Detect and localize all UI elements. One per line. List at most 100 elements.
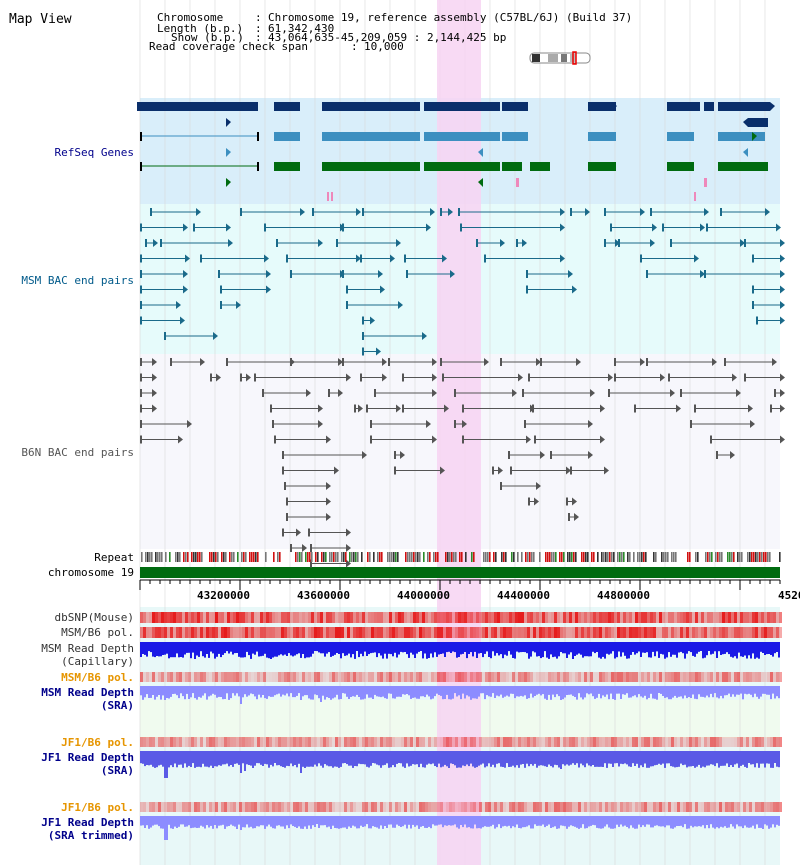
b6n-bac-end — [254, 373, 256, 382]
depth-bar — [706, 751, 708, 766]
heat-cell — [344, 627, 347, 638]
depth-bar — [314, 686, 316, 695]
depth-bar — [164, 642, 166, 655]
refseq-gene-features[interactable] — [137, 102, 775, 201]
heat-cell — [653, 627, 656, 638]
depth-bar — [328, 642, 330, 653]
heat-cell — [434, 737, 437, 747]
repeat-element — [233, 552, 235, 562]
heat-cell — [242, 672, 245, 682]
b6n-bac-label[interactable]: B6N BAC end pairs — [21, 446, 134, 459]
repeat-element — [559, 552, 561, 562]
dbsnp-label[interactable]: dbSNP(Mouse) — [55, 611, 134, 624]
msm-bac-end — [650, 208, 652, 216]
highlight-region[interactable] — [437, 0, 481, 865]
depth-bar — [376, 816, 378, 828]
depth-bar — [260, 751, 262, 765]
heat-cell — [158, 737, 161, 747]
repeat-element — [571, 552, 573, 562]
repeat-element — [633, 552, 635, 562]
heat-cell — [407, 627, 410, 638]
depth-bar — [254, 751, 256, 766]
heat-cell — [350, 672, 353, 682]
depth-bar — [608, 816, 610, 828]
msm-b6-pol2-label[interactable]: MSM/B6 pol. — [61, 671, 134, 684]
heat-cell — [434, 802, 437, 812]
msm-depth-sra-label-1[interactable]: MSM Read Depth — [41, 686, 134, 699]
msm-bac-features[interactable] — [140, 208, 785, 356]
axis-tick-label: 44000000 — [397, 589, 450, 602]
depth-bar — [364, 751, 366, 765]
heat-cell — [284, 802, 287, 812]
msm-bac-end — [312, 208, 314, 216]
heat-cell — [482, 672, 485, 682]
chromosome-ideogram[interactable] — [529, 51, 591, 65]
depth-bar — [442, 686, 444, 700]
depth-bar — [210, 816, 212, 826]
heat-cell — [596, 627, 599, 638]
depth-bar — [724, 642, 726, 654]
msm-bac-end — [430, 208, 435, 216]
heat-cell — [683, 802, 686, 812]
heat-cell — [509, 612, 512, 623]
repeat-element — [487, 552, 489, 562]
jf1-depth-sra-label-1[interactable]: JF1 Read Depth — [41, 751, 134, 764]
heat-cell — [413, 737, 416, 747]
repeat-element — [145, 552, 147, 562]
heat-cell — [566, 672, 569, 682]
refseq-genes-label[interactable]: RefSeq Genes — [55, 146, 134, 159]
heat-cell — [704, 672, 707, 682]
depth-bar — [370, 751, 372, 766]
heat-cell — [572, 737, 575, 747]
msm-depth-cap-label-1[interactable]: MSM Read Depth — [41, 642, 134, 655]
depth-bar — [438, 751, 440, 764]
depth-bar — [724, 751, 726, 766]
heat-cell — [449, 802, 452, 812]
b6n-bac-end — [152, 358, 157, 366]
heat-cell — [179, 672, 182, 682]
depth-bar — [720, 686, 722, 696]
heat-cell — [416, 612, 419, 623]
heat-cell — [374, 737, 377, 747]
repeat-track[interactable] — [141, 552, 781, 562]
depth-bar — [412, 816, 414, 825]
repeat-label[interactable]: Repeat — [94, 551, 134, 564]
heat-cell — [746, 802, 749, 812]
read-depth-tracks[interactable] — [140, 642, 780, 840]
jf1-b6-pol2-label[interactable]: JF1/B6 pol. — [61, 801, 134, 814]
jf1-b6-pol-label[interactable]: JF1/B6 pol. — [61, 736, 134, 749]
heat-cell — [563, 612, 566, 623]
depth-bar — [556, 642, 558, 659]
depth-bar — [146, 816, 148, 826]
depth-bar — [754, 642, 756, 659]
heat-cell — [680, 627, 683, 638]
heat-cell — [353, 672, 356, 682]
msm-b6-pol-label[interactable]: MSM/B6 pol. — [61, 626, 134, 639]
depth-bar — [444, 751, 446, 765]
b6n-bac-features[interactable] — [140, 358, 785, 568]
heat-cell — [713, 802, 716, 812]
depth-bar — [764, 642, 766, 655]
depth-bar — [702, 816, 704, 826]
heat-cell — [683, 612, 686, 623]
heat-cell — [203, 627, 206, 638]
msm-bac-label[interactable]: MSM BAC end pairs — [21, 274, 134, 287]
chromosome-bar[interactable] — [140, 567, 780, 578]
heat-cell — [371, 802, 374, 812]
chromosome-label-track[interactable]: chromosome 19 — [48, 566, 134, 579]
depth-bar — [452, 642, 454, 652]
depth-bar — [276, 686, 278, 695]
depth-bar — [428, 751, 430, 764]
depth-bar — [630, 686, 632, 698]
depth-bar — [566, 816, 568, 829]
depth-bar — [398, 686, 400, 697]
polymorphism-heat-tracks[interactable] — [140, 612, 782, 812]
b6n-bac-end — [140, 373, 142, 382]
depth-bar — [416, 751, 418, 765]
repeat-element — [729, 552, 731, 562]
jf1-depth-trim-label-1[interactable]: JF1 Read Depth — [41, 816, 134, 829]
heat-cell — [428, 737, 431, 747]
heat-cell — [770, 672, 773, 682]
depth-bar — [176, 816, 178, 828]
